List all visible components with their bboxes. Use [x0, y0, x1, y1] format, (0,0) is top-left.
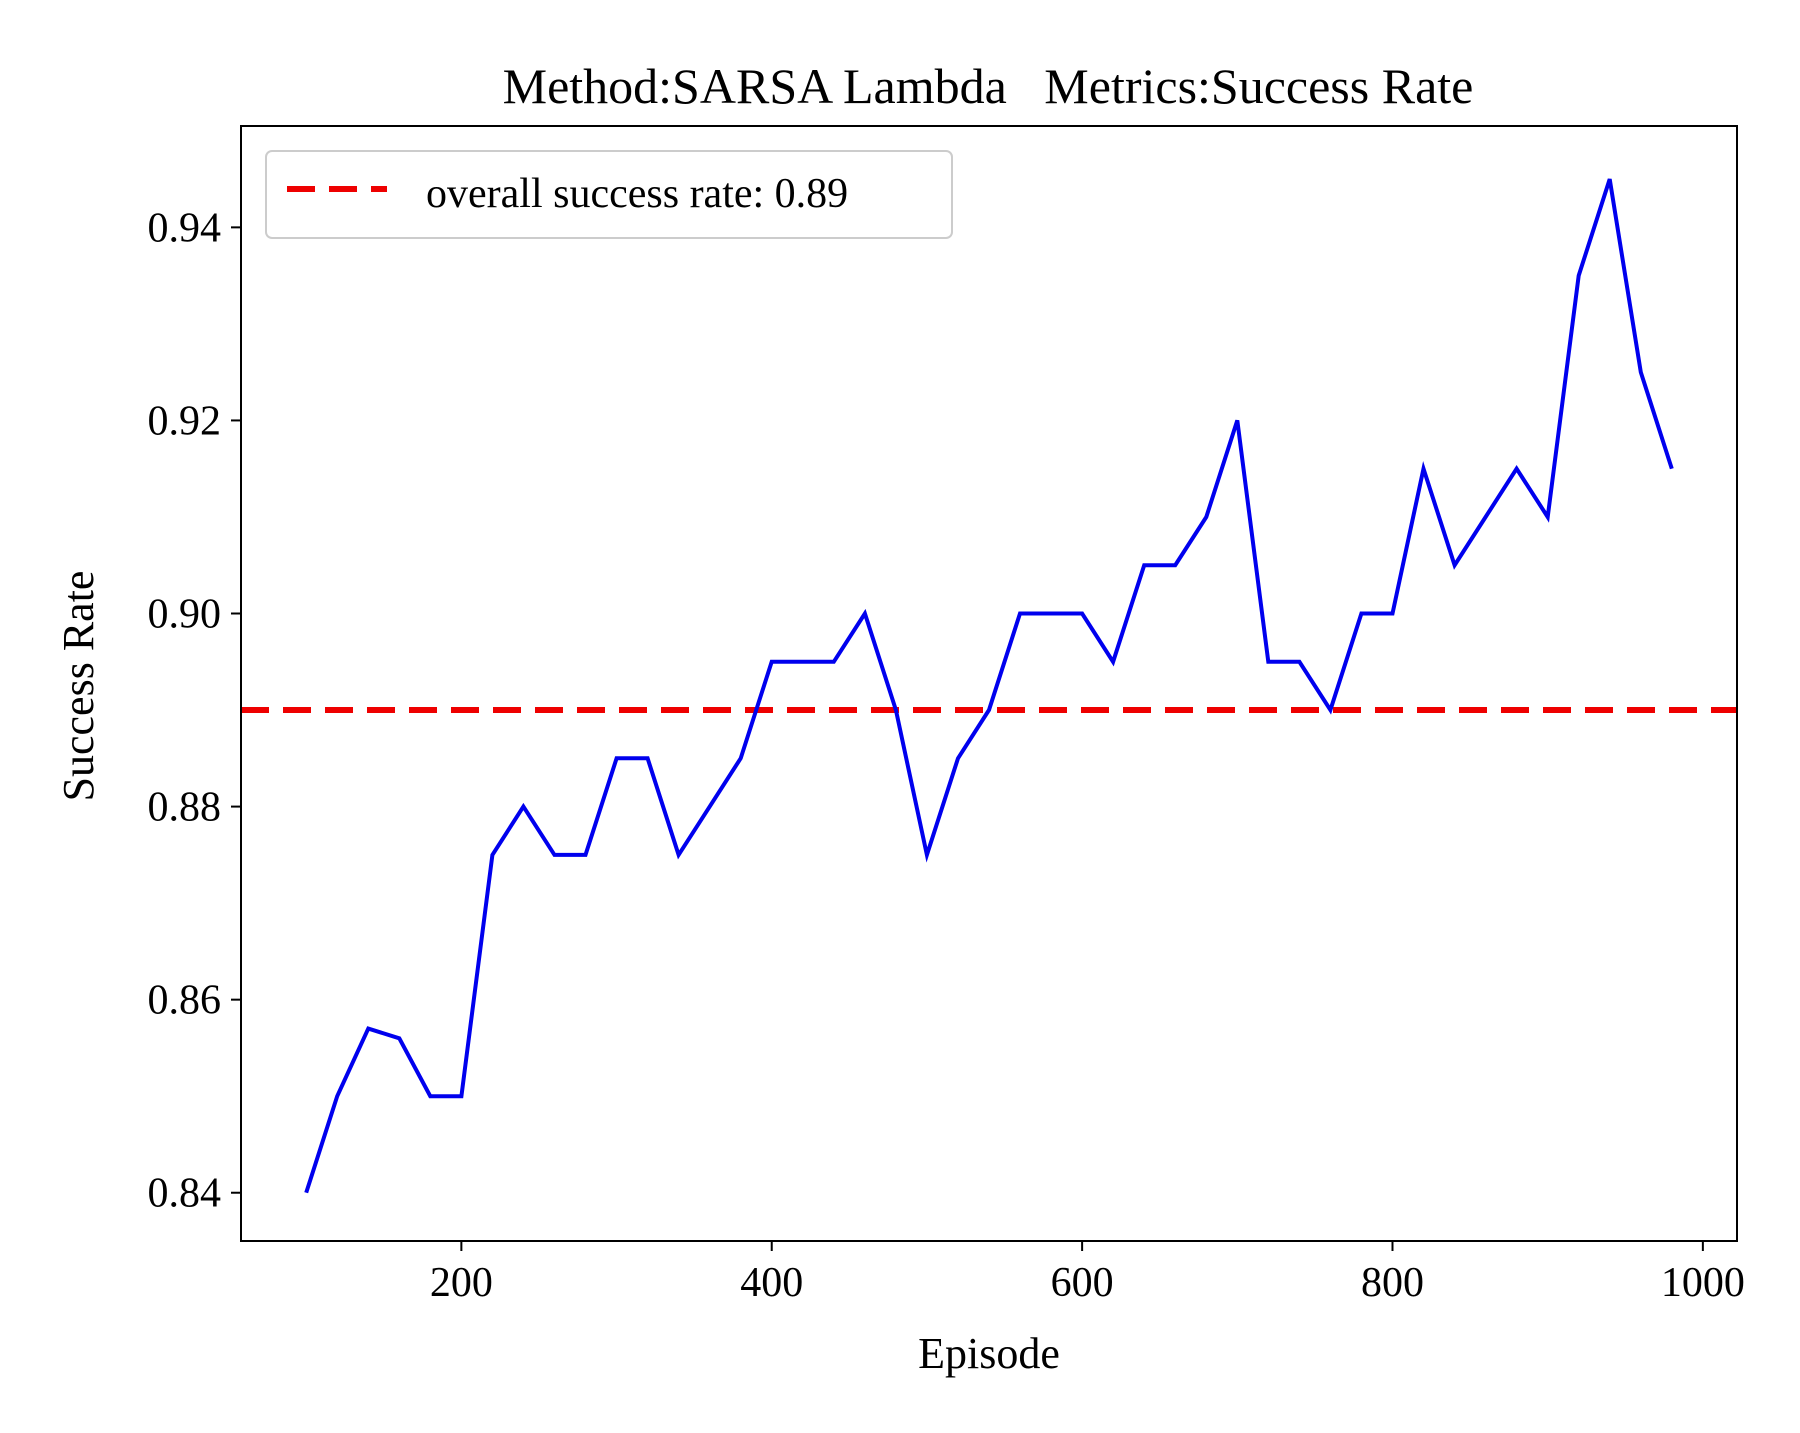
plot-area [240, 125, 1738, 1242]
x-tick-label: 400 [740, 1260, 803, 1306]
y-tick-label: 0.92 [148, 398, 222, 444]
x-tick-label: 200 [430, 1260, 493, 1306]
x-axis: 200 400 600 800 1000 [430, 1241, 1745, 1306]
plot-frame [240, 125, 1738, 1242]
success-rate-series-line [304, 178, 1674, 1194]
y-axis: 0.84 0.86 0.88 0.90 0.92 0.94 [148, 205, 241, 1217]
y-axis-label: Success Rate [54, 571, 103, 802]
x-axis-label: Episode [918, 1329, 1060, 1378]
y-tick-label: 0.90 [148, 592, 222, 638]
legend-label: overall success rate: 0.89 [426, 171, 848, 217]
y-tick-label: 0.86 [148, 978, 222, 1024]
x-tick-label: 1000 [1661, 1260, 1745, 1306]
legend: overall success rate: 0.89 [265, 150, 953, 239]
legend-box [265, 150, 953, 239]
x-tick-label: 800 [1361, 1260, 1424, 1306]
y-tick-label: 0.84 [148, 1171, 222, 1217]
chart-title: Method:SARSA Lambda Metrics:Success Rate [503, 58, 1474, 114]
y-tick-label: 0.88 [148, 785, 222, 831]
x-tick-label: 600 [1051, 1260, 1114, 1306]
y-tick-label: 0.94 [148, 205, 222, 251]
